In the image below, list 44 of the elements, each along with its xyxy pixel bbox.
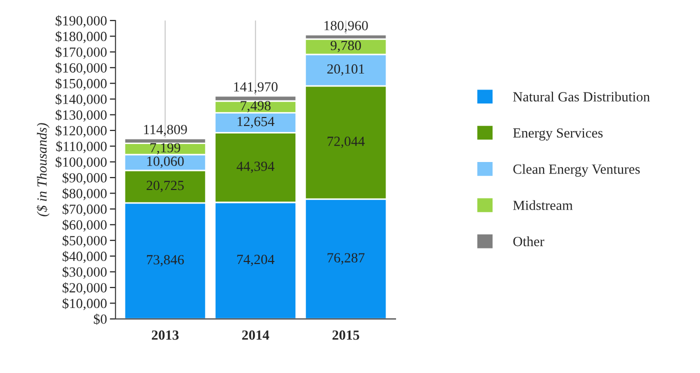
data-label: 20,725	[146, 180, 184, 192]
y-tick-label: $60,000	[62, 219, 107, 232]
y-tick-label: $190,000	[56, 15, 107, 28]
y-tick-label: $130,000	[56, 110, 107, 122]
legend-label: Energy Services	[513, 128, 603, 141]
data-label: 12,654	[238, 116, 274, 128]
y-tick-label: $20,000	[62, 282, 107, 294]
y-tick-label: $100,000	[56, 156, 107, 169]
y-tick-label: $70,000	[62, 204, 107, 216]
y-tick-label: $90,000	[62, 172, 107, 185]
total-label: 141,970	[234, 82, 278, 94]
y-tick-label: $140,000	[56, 94, 107, 106]
y-tick-label: $0	[94, 314, 107, 325]
data-label: 10,060	[147, 156, 184, 168]
data-label: 73,846	[146, 255, 184, 266]
y-tick-label: $160,000	[56, 62, 107, 75]
legend-label: Other	[513, 236, 544, 246]
data-label: 7,199	[150, 143, 180, 154]
y-tick-label: $170,000	[56, 46, 107, 59]
x-tick-label: 2015	[332, 330, 360, 340]
legend-label: Natural Gas Distribution	[513, 92, 650, 102]
y-tick-label: $80,000	[62, 188, 107, 200]
y-tick-label: $50,000	[62, 235, 107, 248]
x-tick-label: 2013	[152, 330, 179, 340]
y-tick-label: $10,000	[62, 298, 107, 310]
x-tick-label: 2014	[242, 330, 270, 340]
data-label: 76,287	[328, 253, 365, 264]
y-tick-label: $180,000	[56, 30, 107, 44]
legend-label: Clean Energy Ventures	[513, 164, 640, 177]
data-label: 74,204	[237, 254, 274, 266]
y-tick-label: $40,000	[62, 250, 107, 264]
y-tick-label: $120,000	[56, 125, 107, 138]
data-label: 44,394	[236, 162, 274, 173]
data-label: 20,101	[327, 64, 364, 76]
total-label: 180,960	[324, 20, 368, 32]
data-label: 72,044	[328, 136, 365, 148]
y-tick-label: $110,000	[56, 140, 107, 154]
y-tick-label: $30,000	[62, 266, 107, 279]
total-label: 114,809	[144, 124, 187, 136]
data-label: 9,780	[330, 40, 361, 52]
legend-label: Midstream	[513, 200, 573, 210]
y-tick-label: $150,000	[56, 78, 107, 90]
data-label: 7,498	[240, 100, 271, 112]
y-axis-title: ($ in Thousands)	[36, 123, 50, 216]
